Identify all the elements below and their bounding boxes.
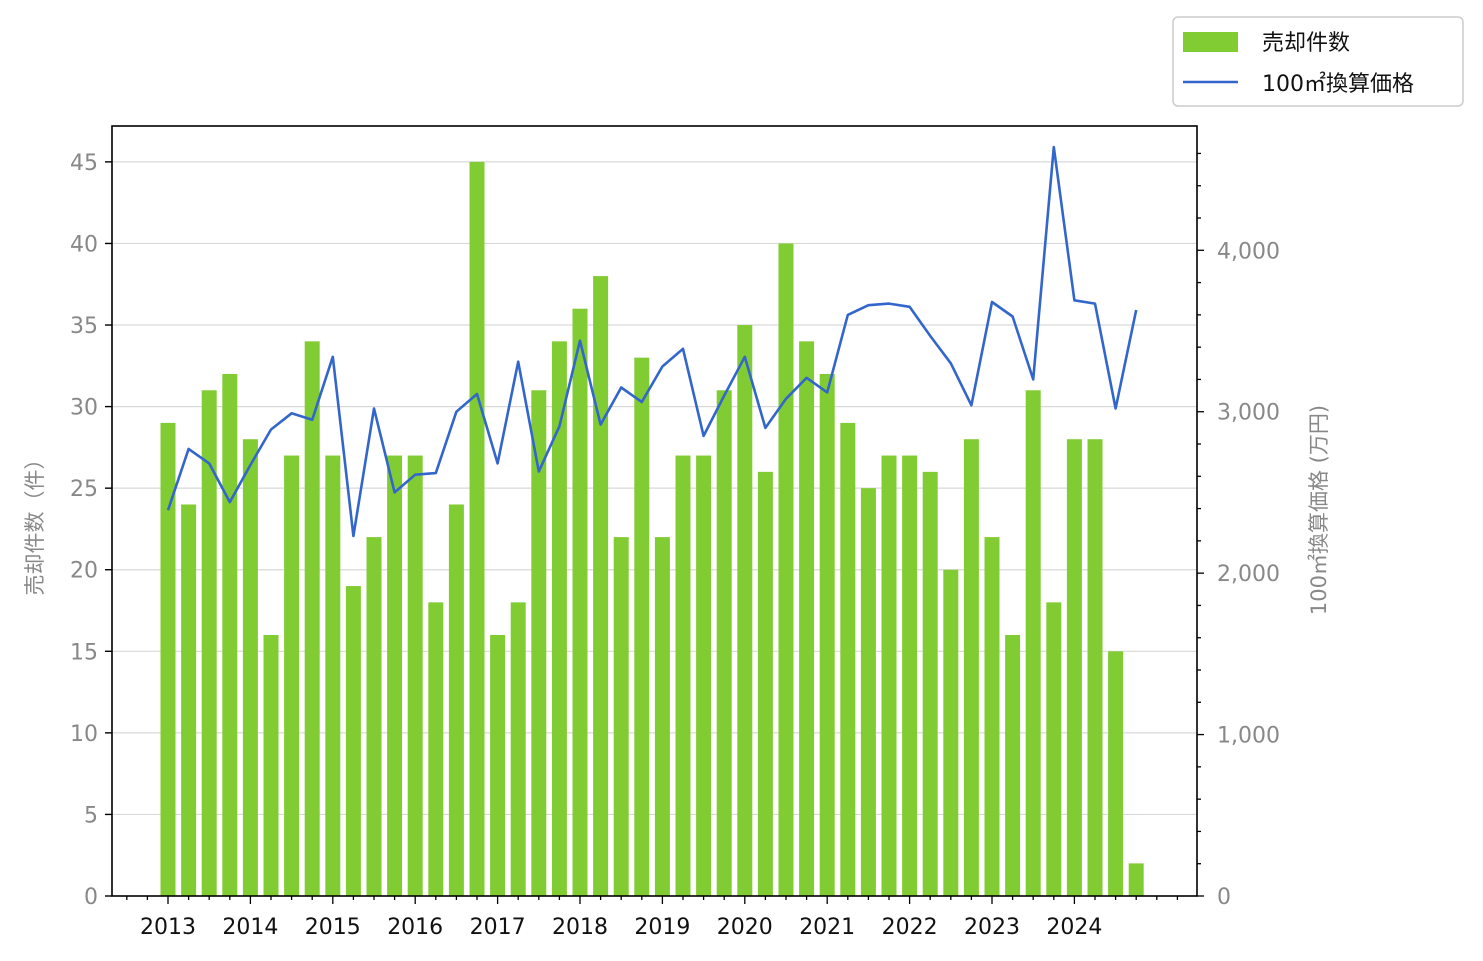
x-tick-label: 2022 — [882, 915, 938, 940]
legend: 売却件数 100㎡換算価格 — [1172, 16, 1464, 107]
bar-2022Q2 — [922, 471, 938, 896]
line-series-price-per-100sqm — [166, 145, 1138, 538]
right-tick-label: 1,000 — [1217, 724, 1280, 749]
bar-2014Q4 — [304, 341, 320, 896]
right-y-axis: 0 1,000 2,000 3,000 4,000 — [1197, 152, 1280, 910]
bar-2013Q4 — [222, 373, 238, 897]
bar-2017Q4 — [551, 341, 567, 896]
bar-2024Q4 — [1128, 863, 1144, 896]
legend-box — [1172, 16, 1464, 107]
bar-2022Q3 — [943, 569, 959, 896]
bar-2014Q2 — [263, 634, 279, 896]
bar-2024Q2 — [1087, 439, 1103, 896]
legend-label-sales-count: 売却件数 — [1262, 31, 1350, 56]
bar-2021Q4 — [881, 455, 897, 896]
legend-label-price-per-100sqm: 100㎡換算価格 — [1262, 71, 1414, 97]
bar-2018Q4 — [634, 357, 650, 896]
bar-2016Q2 — [428, 602, 444, 896]
left-tick-label: 30 — [70, 396, 98, 421]
x-tick-label: 2023 — [964, 915, 1020, 940]
bar-2016Q3 — [448, 504, 464, 896]
x-tick-label: 2015 — [305, 915, 361, 940]
left-y-axis: 0 5 10 15 20 25 30 35 40 45 — [70, 151, 112, 910]
bar-2020Q4 — [799, 341, 815, 896]
bar-2015Q2 — [345, 586, 361, 896]
bar-2021Q2 — [840, 422, 856, 896]
bar-2020Q2 — [757, 471, 773, 896]
bar-2023Q2 — [1005, 634, 1021, 896]
right-tick-label: 3,000 — [1217, 401, 1280, 426]
left-tick-label: 0 — [84, 885, 98, 910]
bar-series-sales-count — [160, 161, 1144, 897]
bar-2023Q1 — [984, 537, 1000, 896]
x-tick-label: 2020 — [717, 915, 773, 940]
bar-2024Q3 — [1108, 651, 1124, 896]
bar-2018Q1 — [572, 308, 588, 896]
bar-2014Q1 — [242, 439, 258, 896]
x-tick-label: 2017 — [470, 915, 526, 940]
bar-2016Q4 — [469, 161, 485, 896]
right-y-axis-title: 100㎡換算価格 (万円) — [1307, 405, 1331, 615]
bar-2015Q4 — [387, 455, 403, 896]
left-tick-label: 35 — [70, 314, 98, 339]
right-tick-label: 2,000 — [1217, 562, 1280, 587]
bar-2019Q3 — [696, 455, 712, 896]
bar-2014Q3 — [284, 455, 300, 896]
bar-2017Q1 — [490, 634, 506, 896]
bar-2021Q1 — [819, 373, 835, 897]
bar-2017Q2 — [510, 602, 526, 896]
bar-2013Q3 — [201, 390, 217, 896]
bar-2017Q3 — [531, 390, 547, 896]
bar-2022Q1 — [902, 455, 918, 896]
right-tick-label: 0 — [1217, 885, 1231, 910]
bar-2021Q3 — [860, 488, 876, 896]
bar-2015Q3 — [366, 537, 382, 896]
x-tick-label: 2016 — [387, 915, 443, 940]
x-tick-label: 2021 — [799, 915, 855, 940]
bar-2023Q4 — [1046, 602, 1062, 896]
plot-area-frame — [111, 125, 1198, 897]
bar-2013Q1 — [160, 422, 176, 896]
left-tick-label: 40 — [70, 232, 98, 257]
bar-2020Q1 — [737, 325, 753, 897]
bar-2013Q2 — [181, 504, 197, 896]
bar-2020Q3 — [778, 243, 794, 896]
bar-2019Q2 — [675, 455, 691, 896]
x-tick-label: 2019 — [634, 915, 690, 940]
bar-2015Q1 — [325, 455, 341, 896]
left-y-axis-title: 売却件数（件） — [23, 449, 47, 596]
bar-2018Q3 — [613, 537, 629, 896]
x-axis: 2013 2014 2015 2016 2017 2018 2019 2020 2021 2022… — [126, 896, 1179, 940]
left-tick-label: 15 — [70, 640, 98, 665]
left-tick-label: 25 — [70, 477, 98, 502]
x-tick-label: 2014 — [222, 915, 278, 940]
bar-2019Q1 — [654, 537, 670, 896]
bar-2024Q1 — [1066, 439, 1082, 896]
bar-2022Q4 — [963, 439, 979, 896]
left-tick-label: 20 — [70, 559, 98, 584]
bar-2018Q2 — [593, 276, 609, 897]
legend-swatch-sales-count — [1183, 32, 1238, 52]
bar-2023Q3 — [1025, 390, 1041, 896]
bar-2016Q1 — [407, 455, 423, 896]
bar-2019Q4 — [716, 390, 732, 896]
x-tick-label: 2013 — [140, 915, 196, 940]
right-tick-label: 4,000 — [1217, 239, 1280, 264]
x-tick-label: 2018 — [552, 915, 608, 940]
left-tick-label: 10 — [70, 722, 98, 747]
x-tick-label: 2024 — [1046, 915, 1102, 940]
left-tick-label: 5 — [84, 803, 98, 828]
left-tick-label: 45 — [70, 151, 98, 176]
